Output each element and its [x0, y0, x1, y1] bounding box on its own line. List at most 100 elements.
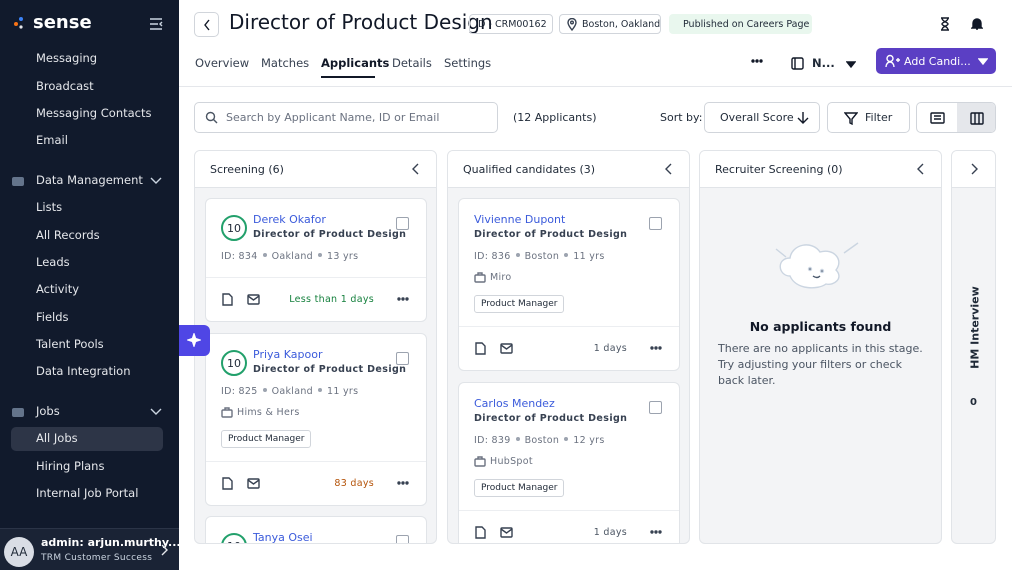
user-panel: AA admin: arjun.murthy... TRM Customer Suc… [0, 528, 179, 570]
sidebar-section[interactable]: Data Management [36, 173, 143, 187]
sidebar-section[interactable]: Jobs [36, 404, 60, 418]
sidebar-item[interactable]: Data Integration [36, 364, 131, 378]
chk[interactable] [396, 535, 409, 543]
candidate-card[interactable]: Vivienne Dupont Director of Product Desig… [458, 198, 680, 371]
chk[interactable] [649, 217, 662, 230]
tab[interactable]: Matches [261, 56, 310, 70]
filter-button[interactable]: Filter [827, 102, 910, 133]
company-name: HubSpot [490, 456, 533, 467]
job-title: Director of Product Design [229, 10, 493, 34]
section-chevron [150, 408, 162, 415]
sidebar-item[interactable]: Messaging [36, 51, 98, 65]
column-header [952, 151, 995, 188]
section-icon [12, 177, 24, 186]
tab[interactable]: Settings [444, 56, 492, 70]
candidate-tag: Product Manager [474, 295, 565, 313]
sidebar-item[interactable]: Lists [36, 200, 63, 214]
sidebar-item[interactable]: Broadcast [36, 79, 94, 93]
candidate-tag: Product Manager [221, 430, 312, 448]
candidate-card[interactable]: Carlos Mendez Director of Product Design I… [458, 382, 680, 543]
sidebar-item[interactable]: Messaging Contacts [36, 106, 152, 120]
days-in-stage: Less than 1 days [289, 294, 374, 305]
card-more [650, 530, 662, 534]
meta-dot [262, 253, 267, 257]
chk[interactable] [396, 217, 409, 230]
candidate-name[interactable]: Priya Kapoor [253, 348, 323, 361]
user-name: admin: arjun.murthy... [41, 536, 179, 549]
collapsed-column[interactable]: HM Interview 0 [951, 150, 996, 544]
view-select[interactable]: N... [812, 56, 835, 70]
stage-column: Recruiter Screening (0) No applicants fou… [699, 150, 942, 544]
board-view-bg [957, 103, 995, 132]
meta-item: 12 yrs [573, 435, 605, 446]
card-footer: Less than 1 days [206, 277, 426, 321]
sort-select[interactable]: Overall Score [704, 102, 820, 133]
meta-dot [318, 253, 322, 257]
sidebar-item[interactable]: All Jobs [36, 431, 78, 445]
company-name: Hims & Hers [237, 407, 300, 418]
job-id: ID - CRM00162 [469, 14, 553, 34]
user-role: TRM Customer Success [41, 553, 153, 563]
sort-value: Overall Score [720, 111, 794, 124]
sidebar-item[interactable]: Email [36, 133, 68, 147]
resume-icon [475, 342, 486, 355]
candidate-card[interactable]: 10 Derek Okafor Director of Product Design… [205, 198, 427, 322]
ai-assistant-button[interactable] [179, 325, 210, 356]
search-placeholder: Search by Applicant Name, ID or Email [226, 111, 440, 124]
column-title: Recruiter Screening (0) [715, 162, 843, 176]
candidate-card[interactable]: 10 Priya Kapoor Director of Product Design… [205, 333, 427, 506]
collapse-column[interactable] [916, 163, 926, 175]
candidate-title: Director of Product Design [474, 413, 628, 424]
candidate-name[interactable]: Carlos Mendez [474, 397, 555, 410]
list-view-icon [930, 112, 945, 124]
back-button[interactable] [194, 12, 219, 37]
column-header: Screening (6) [195, 151, 436, 188]
email-icon [500, 527, 513, 538]
candidate-card[interactable]: 10 Tanya Osei [205, 516, 427, 544]
candidate-meta: ID: 834 Oakland 13 yrs [221, 251, 358, 262]
tab[interactable]: Overview [195, 56, 250, 70]
score-badge: 10 [221, 533, 247, 543]
candidate-name[interactable]: Tanya Osei [253, 531, 313, 544]
applicant-count: (12 Applicants) [513, 111, 597, 124]
collapsed-count: 0 [970, 397, 977, 408]
resume-icon [475, 526, 486, 539]
meta-item: 13 yrs [327, 251, 359, 262]
avatar: AA [4, 537, 34, 567]
column-title: Qualified candidates (3) [463, 162, 596, 176]
sidebar-item[interactable]: Internal Job Portal [36, 486, 139, 500]
add-candidate-button[interactable]: Add Candi... [876, 48, 996, 74]
tab[interactable]: Applicants [321, 56, 390, 70]
candidate-name[interactable]: Vivienne Dupont [474, 213, 566, 226]
candidate-name[interactable]: Derek Okafor [253, 213, 326, 226]
resume-icon [222, 293, 233, 306]
candidate-meta: ID: 825 Oakland 11 yrs [221, 386, 358, 397]
days-in-stage: 83 days [334, 478, 374, 489]
card-footer: 83 days [206, 461, 426, 505]
card-footer: 1 days [459, 326, 679, 370]
meta-item: ID: 839 [474, 435, 511, 446]
collapse-column[interactable] [411, 163, 421, 175]
sidebar-item[interactable]: Talent Pools [36, 337, 104, 351]
sidebar-item[interactable]: Fields [36, 310, 69, 324]
more-icon [751, 59, 763, 63]
sidebar-item[interactable]: All Records [36, 228, 100, 242]
email-icon [500, 343, 513, 354]
add-caret [978, 58, 988, 65]
chk[interactable] [396, 352, 409, 365]
view-toggle[interactable] [916, 102, 996, 133]
sidebar-item[interactable]: Activity [36, 282, 80, 296]
meta-item: ID: 825 [221, 386, 258, 397]
tab[interactable]: Details [392, 56, 432, 70]
view-icon [791, 57, 804, 70]
chk[interactable] [649, 401, 662, 414]
score-badge: 10 [221, 215, 247, 241]
add-icon [885, 54, 900, 68]
collapse-column[interactable] [664, 163, 674, 175]
search-box[interactable]: Search by Applicant Name, ID or Email [194, 102, 498, 133]
sidebar-item[interactable]: Leads [36, 255, 70, 269]
sidebar-item[interactable]: Hiring Plans [36, 459, 105, 473]
meta-item: ID: 834 [221, 251, 258, 262]
